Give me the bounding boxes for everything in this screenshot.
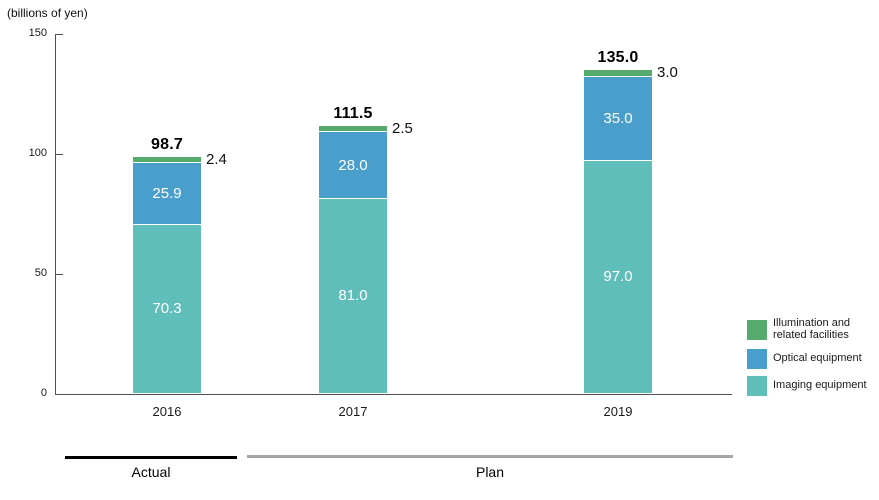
legend-label: Imaging equipment xyxy=(773,378,867,391)
y-tick-mark xyxy=(55,33,63,35)
y-axis-line xyxy=(55,33,56,394)
bar-inside-label: 25.9 xyxy=(152,184,182,202)
bar-side-label: 2.4 xyxy=(206,150,227,168)
actual-period-line xyxy=(65,456,237,459)
legend-swatch xyxy=(747,375,767,396)
bar-segment-imaging xyxy=(584,160,652,394)
plan-period-line xyxy=(247,455,733,458)
legend-swatch xyxy=(747,319,767,340)
bar-segment-imaging xyxy=(133,224,201,394)
legend-label: Illumination and related facilities xyxy=(773,317,851,341)
bar-segment-imaging xyxy=(319,199,387,394)
bar-inside-label: 35.0 xyxy=(603,109,633,127)
bar-segment-illumination xyxy=(319,125,387,132)
bar-segment-illumination xyxy=(584,69,652,77)
unit-label: (billions of yen) xyxy=(7,6,88,20)
y-tick-label: 100 xyxy=(28,146,47,159)
y-tick-label: 0 xyxy=(40,386,47,399)
actual-period-label: Actual xyxy=(131,464,171,480)
y-tick-mark xyxy=(55,153,63,155)
x-tick-label: 2017 xyxy=(338,403,368,419)
bar-total-label: 111.5 xyxy=(333,104,373,122)
legend: Illumination and related facilities Optic… xyxy=(747,317,879,403)
y-tick-mark xyxy=(55,273,63,275)
legend-item: Imaging equipment xyxy=(747,375,879,396)
plan-period-label: Plan xyxy=(475,464,505,480)
legend-label: Optical equipment xyxy=(773,351,862,364)
bar-inside-label: 97.0 xyxy=(603,268,633,286)
bar-segment-optical xyxy=(319,131,387,200)
bar-inside-label: 70.3 xyxy=(152,300,182,318)
bar-inside-label: 28.0 xyxy=(338,156,368,174)
bar-segment-optical xyxy=(584,76,652,161)
bar-inside-label: 81.0 xyxy=(338,287,368,305)
bar-side-label: 3.0 xyxy=(657,64,678,82)
x-axis-line xyxy=(55,393,732,395)
legend-item: Optical equipment xyxy=(747,348,879,369)
legend-swatch xyxy=(747,348,767,369)
x-tick-label: 2016 xyxy=(152,403,182,419)
x-tick-label: 2019 xyxy=(603,403,633,419)
bar-segment-optical xyxy=(133,162,201,225)
bar-total-label: 135.0 xyxy=(597,48,639,66)
y-tick-label: 50 xyxy=(34,266,47,279)
bar-side-label: 2.5 xyxy=(392,119,413,137)
y-tick-label: 150 xyxy=(28,26,47,39)
bar-total-label: 98.7 xyxy=(151,135,183,153)
legend-item: Illumination and related facilities xyxy=(747,317,879,342)
bar-segment-illumination xyxy=(133,156,201,163)
